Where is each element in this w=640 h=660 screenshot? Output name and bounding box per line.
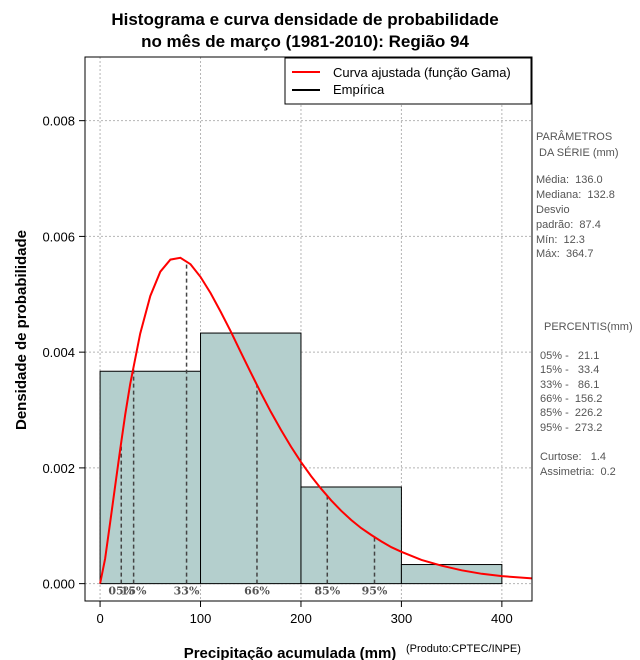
x-tick-label-4: 400	[491, 611, 513, 626]
legend-gamma-label: Curva ajustada (função Gama)	[333, 65, 511, 80]
product-credit: (Produto:CPTEC/INPE)	[406, 643, 521, 655]
y-tick-label-2: 0.004	[42, 345, 75, 360]
percentile-label-0: 05%	[108, 585, 134, 598]
y-tick-label-1: 0.002	[42, 461, 75, 476]
percentile-labels: 05%15% 33% 66% 85% 95%	[108, 585, 388, 598]
percentile-label-3: 66%	[244, 585, 270, 598]
histogram-bar-3	[400, 564, 503, 585]
param-min: Mín: 12.3	[536, 234, 585, 246]
percentis-title: PERCENTIS(mm)	[544, 321, 633, 333]
param-max: Máx: 364.7	[536, 248, 593, 260]
chart-title-line-1: Histograma e curva densidade de probabil…	[111, 10, 498, 29]
histogram-bar-2	[300, 486, 402, 585]
percentile-label-1: 15%	[121, 585, 147, 598]
x-axis-label: Precipitação acumulada (mm)	[184, 645, 397, 660]
y-axis-label: Densidade de probabilidade	[13, 230, 30, 430]
param-curtose: Curtose: 1.4	[540, 451, 606, 463]
y-tick-label-4: 0.008	[42, 114, 75, 129]
param-desvio: Desvio	[536, 204, 570, 216]
histogram-bar-1	[200, 332, 302, 585]
percentile-label-4: 85%	[314, 585, 340, 598]
legend-empirical-label: Empírica	[333, 82, 385, 97]
param-media: Média: 136.0	[536, 174, 603, 186]
y-tick-label-3: 0.006	[42, 229, 75, 244]
percentile-33: 33% - 86.1	[540, 379, 599, 391]
params-title-1: PARÂMETROS	[536, 130, 612, 143]
x-tick-label-3: 300	[391, 611, 413, 626]
percentile-95: 95% - 273.2	[540, 422, 602, 434]
legend: Curva ajustada (função Gama) Empírica	[284, 57, 532, 105]
percentile-66: 66% - 156.2	[540, 393, 602, 405]
x-axis: 0 100 200 300 400	[96, 601, 513, 626]
x-tick-label-0: 0	[96, 611, 103, 626]
param-padrao: padrão: 87.4	[536, 219, 601, 231]
params-title-2: DA SÉRIE (mm)	[536, 146, 619, 159]
param-mediana: Mediana: 132.8	[536, 189, 615, 201]
histogram-bar-0	[99, 370, 202, 585]
plot-frame	[84, 56, 533, 602]
percentile-label-2: 33%	[174, 585, 200, 598]
gamma-curve	[99, 256, 533, 584]
param-assimetria: Assimetria: 0.2	[540, 466, 616, 478]
y-tick-label-0: 0.000	[42, 577, 75, 592]
histogram-bars	[99, 332, 503, 585]
side-panel: PARÂMETROS DA SÉRIE (mm) Média: 136.0 Me…	[536, 130, 633, 478]
percentile-label-5: 95%	[362, 585, 388, 598]
percentile-05: 05% - 21.1	[540, 350, 599, 362]
x-tick-label-1: 100	[190, 611, 212, 626]
legend-box	[284, 57, 532, 105]
percentile-85: 85% - 226.2	[540, 407, 602, 419]
y-axis: 0.000 0.002 0.004 0.006 0.008	[42, 114, 85, 592]
x-tick-label-2: 200	[290, 611, 312, 626]
chart-title-line-2: no mês de março (1981-2010): Região 94	[141, 32, 469, 51]
percentile-15: 15% - 33.4	[540, 364, 599, 376]
percentile-lines	[120, 261, 376, 584]
